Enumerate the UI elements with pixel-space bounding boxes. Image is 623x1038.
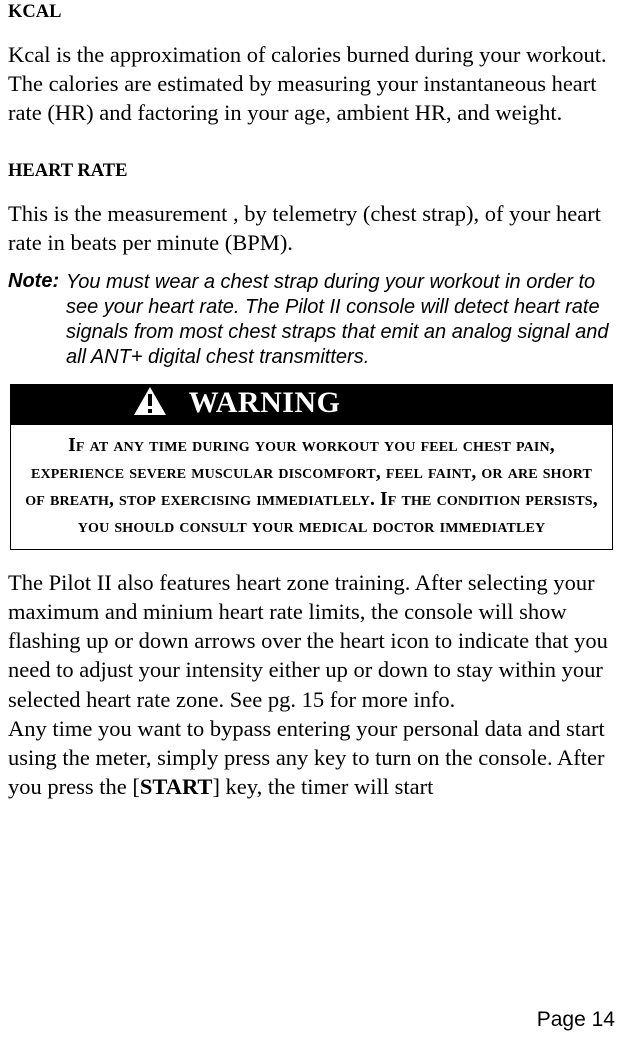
after-p2-post: ] key, the timer will start (212, 774, 433, 799)
note-row: Note: You must wear a chest strap during… (8, 270, 615, 370)
warning-body: If at any time during your workout you f… (11, 425, 612, 549)
page-number: Page 14 (537, 1008, 615, 1032)
kcal-heading: KCAL (8, 2, 615, 23)
heart-rate-heading: HEART RATE (8, 161, 615, 182)
heart-rate-body: This is the measurement , by telemetry (… (8, 200, 615, 258)
warning-box: WARNING If at any time during your worko… (10, 384, 613, 550)
note-text: You must wear a chest strap during your … (66, 270, 615, 370)
warning-icon (133, 386, 167, 421)
warning-title: WARNING (189, 386, 341, 420)
warning-header: WARNING (11, 385, 612, 425)
page: KCAL Kcal is the approximation of calori… (0, 2, 623, 1038)
after-paragraphs: The Pilot II also features heart zone tr… (8, 568, 615, 802)
after-p1: The Pilot II also features heart zone tr… (8, 570, 608, 712)
kcal-body: Kcal is the approximation of calories bu… (8, 41, 615, 127)
note-label: Note: (8, 270, 66, 370)
start-key-label: START (140, 774, 213, 799)
